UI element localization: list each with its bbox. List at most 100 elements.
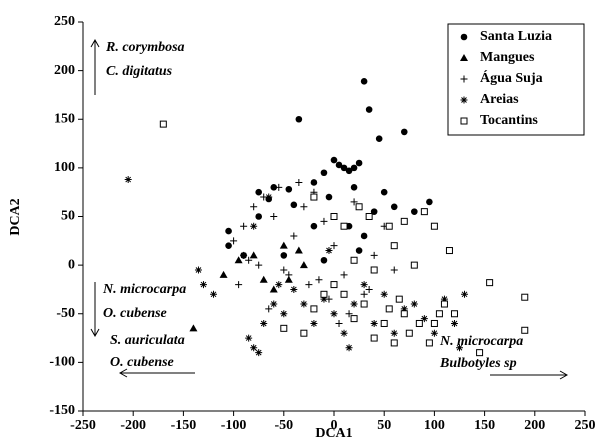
legend-marker	[460, 117, 468, 125]
point	[420, 208, 428, 216]
point	[345, 167, 353, 175]
point	[199, 281, 207, 289]
point	[159, 120, 167, 128]
point	[345, 344, 353, 352]
point	[450, 310, 458, 318]
y-axis-label: DCA2	[8, 198, 23, 235]
point	[320, 256, 328, 264]
y-tick-label: 0	[68, 257, 75, 272]
point	[235, 281, 243, 289]
point	[410, 261, 418, 269]
point	[290, 232, 298, 240]
point	[270, 300, 278, 308]
x-tick-label: -100	[221, 418, 247, 433]
point	[255, 261, 263, 269]
point	[225, 242, 232, 249]
point	[310, 222, 318, 230]
point	[350, 164, 358, 172]
point	[365, 106, 373, 113]
point	[365, 285, 373, 293]
point	[355, 247, 363, 254]
annotation: N. microcarpa	[439, 334, 523, 349]
point	[390, 203, 398, 211]
point	[310, 319, 318, 327]
point	[400, 305, 408, 313]
point	[370, 319, 378, 327]
point	[426, 198, 433, 206]
annotation: S. auriculata	[110, 333, 185, 348]
point	[194, 266, 202, 274]
point	[255, 213, 262, 220]
point	[390, 242, 398, 250]
point	[320, 169, 328, 177]
arrow-head	[90, 38, 100, 48]
point	[245, 256, 253, 264]
legend-label: Água Suja	[480, 69, 543, 86]
point	[370, 334, 378, 342]
point	[325, 247, 333, 255]
y-tick-label: 50	[61, 209, 75, 224]
x-tick-label: -50	[274, 418, 293, 433]
point	[350, 300, 358, 308]
point	[445, 247, 453, 255]
legend-label: Areias	[480, 92, 519, 107]
point	[456, 344, 463, 352]
annotation: O. cubense	[103, 306, 167, 321]
point	[390, 339, 398, 347]
point	[390, 266, 398, 274]
point	[280, 324, 288, 332]
point	[295, 115, 303, 123]
point	[370, 266, 378, 274]
arrow-head	[559, 370, 569, 380]
point	[240, 251, 248, 259]
y-tick-label: 250	[54, 14, 75, 29]
point	[440, 300, 448, 308]
point	[305, 281, 313, 289]
point	[340, 329, 348, 337]
point	[269, 285, 278, 293]
point	[299, 261, 308, 269]
x-tick-label: 200	[524, 418, 545, 433]
legend-marker	[460, 75, 468, 83]
point	[435, 310, 443, 318]
point	[350, 198, 358, 206]
legend-box	[447, 23, 585, 136]
point	[400, 310, 408, 318]
point	[290, 201, 298, 209]
x-tick-label: 150	[474, 418, 495, 433]
point	[284, 275, 293, 283]
point	[300, 300, 308, 308]
point	[249, 251, 258, 259]
y-tick-label: -100	[49, 355, 75, 370]
annotation: R. corymbosa	[105, 40, 185, 55]
point	[360, 281, 368, 289]
point	[300, 203, 308, 211]
point	[355, 159, 363, 167]
point	[335, 161, 343, 169]
point	[476, 349, 484, 357]
point	[270, 213, 278, 220]
point	[210, 290, 218, 298]
point	[350, 315, 358, 323]
point	[285, 185, 293, 193]
point	[375, 135, 383, 142]
point	[325, 193, 333, 201]
point	[270, 184, 278, 191]
point	[330, 242, 338, 250]
arrow-head	[90, 328, 100, 338]
point	[330, 310, 338, 318]
x-tick-label: 250	[575, 418, 596, 433]
point	[335, 319, 343, 327]
point	[385, 305, 393, 313]
x-tick-label: 100	[424, 418, 445, 433]
legend-label: Tocantins	[480, 113, 538, 128]
point	[440, 295, 448, 303]
y-tick-label: -50	[56, 306, 75, 321]
arrow-head	[118, 368, 128, 378]
point	[380, 188, 388, 196]
point	[250, 203, 258, 211]
point	[330, 213, 338, 220]
point	[450, 319, 458, 327]
point	[410, 300, 418, 308]
point	[320, 295, 328, 303]
